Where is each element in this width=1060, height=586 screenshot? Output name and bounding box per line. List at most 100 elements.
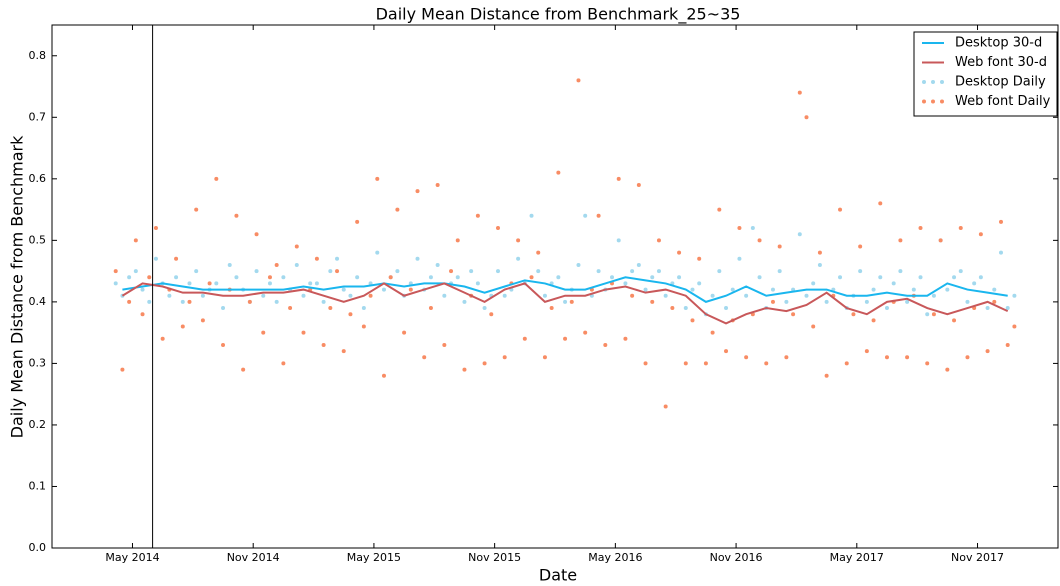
- daily-point: [180, 299, 185, 304]
- daily-point: [905, 299, 910, 304]
- daily-point: [898, 269, 903, 274]
- daily-point: [408, 287, 413, 292]
- plot-frame: [51, 24, 1059, 549]
- y-tick-label: 0.8: [29, 49, 47, 62]
- daily-point: [603, 342, 608, 347]
- daily-point: [871, 318, 876, 323]
- daily-point: [542, 293, 547, 298]
- daily-point: [670, 306, 675, 311]
- daily-point: [757, 275, 762, 280]
- daily-point: [925, 361, 930, 366]
- daily-point: [616, 238, 621, 243]
- x-tick-label: Nov 2015: [468, 551, 521, 564]
- daily-point: [791, 312, 796, 317]
- daily-point: [475, 281, 480, 286]
- daily-point: [442, 293, 447, 298]
- daily-point: [750, 226, 755, 231]
- daily-point: [522, 336, 527, 341]
- daily-point: [858, 244, 863, 249]
- daily-point: [462, 299, 467, 304]
- daily-point: [395, 269, 400, 274]
- daily-point: [221, 306, 226, 311]
- daily-point: [905, 355, 910, 360]
- daily-point: [301, 330, 306, 335]
- daily-point: [355, 219, 360, 224]
- daily-point: [596, 269, 601, 274]
- daily-point: [770, 299, 775, 304]
- daily-point: [187, 299, 192, 304]
- legend-dot: [940, 99, 944, 104]
- daily-point: [462, 367, 467, 372]
- daily-point: [113, 269, 118, 274]
- daily-point: [335, 256, 340, 261]
- daily-point: [113, 281, 118, 286]
- daily-point: [536, 269, 541, 274]
- daily-point: [1005, 342, 1010, 347]
- daily-point: [375, 176, 380, 181]
- daily-point: [683, 306, 688, 311]
- daily-point: [851, 312, 856, 317]
- daily-point: [650, 299, 655, 304]
- daily-point: [321, 299, 326, 304]
- daily-point: [576, 262, 581, 267]
- daily-point: [992, 287, 997, 292]
- daily-point: [650, 275, 655, 280]
- daily-point: [328, 269, 333, 274]
- daily-point: [683, 361, 688, 366]
- daily-point: [871, 287, 876, 292]
- daily-point: [945, 367, 950, 372]
- daily-point: [140, 287, 145, 292]
- daily-point: [616, 176, 621, 181]
- daily-point: [187, 281, 192, 286]
- daily-point: [770, 287, 775, 292]
- daily-point: [227, 262, 232, 267]
- daily-point: [744, 293, 749, 298]
- daily-point: [147, 275, 152, 280]
- daily-point: [301, 293, 306, 298]
- daily-point: [495, 226, 500, 231]
- daily-point: [576, 78, 581, 83]
- daily-point: [294, 262, 299, 267]
- daily-point: [274, 262, 279, 267]
- daily-point: [623, 336, 628, 341]
- daily-point: [281, 361, 286, 366]
- daily-point: [314, 256, 319, 261]
- daily-point: [529, 275, 534, 280]
- daily-point: [435, 262, 440, 267]
- daily-point: [656, 238, 661, 243]
- daily-point: [348, 312, 353, 317]
- daily-point: [449, 269, 454, 274]
- daily-point: [167, 293, 172, 298]
- daily-point: [777, 269, 782, 274]
- daily-point: [710, 330, 715, 335]
- daily-point: [878, 201, 883, 206]
- daily-point: [583, 213, 588, 218]
- daily-point: [677, 275, 682, 280]
- daily-point: [717, 207, 722, 212]
- y-tick-label: 0.4: [29, 295, 47, 308]
- daily-point: [797, 90, 802, 95]
- chart-title: Daily Mean Distance from Benchmark_25~35: [376, 5, 741, 25]
- daily-point: [361, 324, 366, 329]
- daily-point: [180, 324, 185, 329]
- daily-point: [127, 275, 132, 280]
- daily-point: [817, 250, 822, 255]
- daily-point: [153, 256, 158, 261]
- daily-point: [160, 336, 165, 341]
- daily-point: [636, 262, 641, 267]
- daily-point: [858, 269, 863, 274]
- daily-point: [945, 287, 950, 292]
- daily-point: [918, 275, 923, 280]
- daily-point: [884, 306, 889, 311]
- daily-point: [583, 330, 588, 335]
- daily-point: [623, 281, 628, 286]
- legend-dot: [940, 80, 944, 84]
- daily-point: [536, 250, 541, 255]
- daily-point: [234, 275, 239, 280]
- daily-point: [247, 299, 252, 304]
- daily-point: [864, 299, 869, 304]
- daily-point: [918, 226, 923, 231]
- daily-point: [516, 238, 521, 243]
- x-tick-label: May 2015: [347, 551, 401, 564]
